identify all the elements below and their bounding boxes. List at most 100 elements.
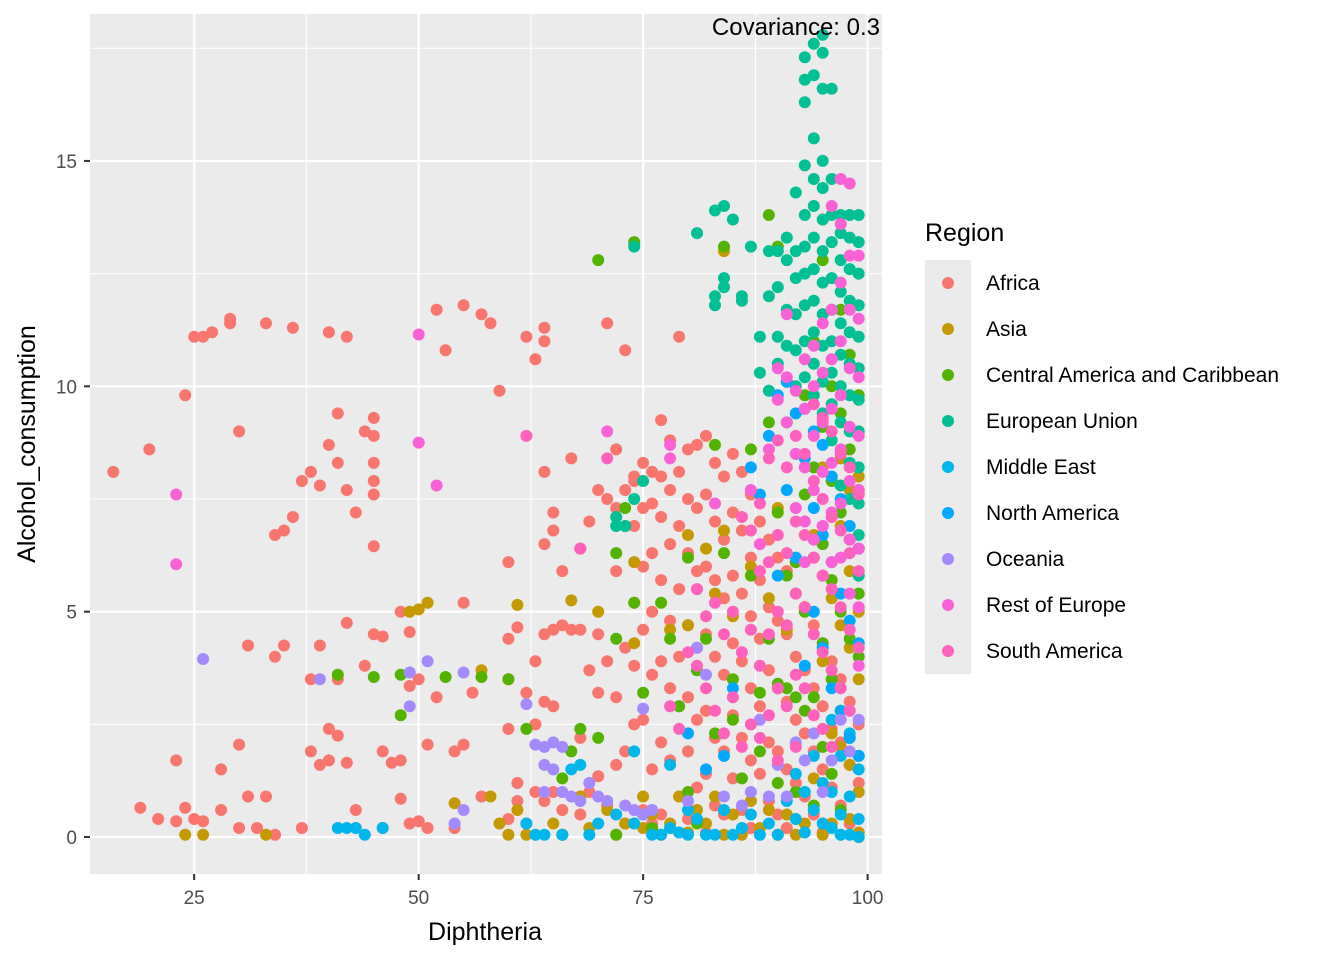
data-point-oceania [691,641,703,654]
data-point-asia [834,619,847,632]
data-point-south-america [834,524,847,537]
data-point-oceania [700,668,712,681]
data-point-oceania [197,653,210,665]
data-point-africa [709,650,721,663]
x-axis-title: Diphtheria [428,918,542,946]
data-point-africa [646,605,659,618]
data-point-africa [367,429,380,442]
data-point-oceania [583,777,596,789]
data-point-oceania [718,790,730,803]
data-point-south-america [789,668,802,681]
data-point-south-america [691,583,703,596]
data-point-africa [852,777,865,789]
data-point-south-america [825,583,838,596]
data-point-central-america-and-caribbean [610,632,623,645]
data-point-european-union [852,267,865,280]
data-point-africa [529,655,542,668]
data-point-africa [134,801,147,814]
data-point-rest-of-europe [807,429,820,442]
data-point-european-union [834,209,847,221]
data-point-africa [170,754,183,767]
data-point-central-america-and-caribbean [816,740,829,753]
data-point-european-union [852,330,865,343]
data-point-north-america [726,682,739,695]
data-point-central-america-and-caribbean [592,254,605,267]
data-point-africa [682,745,694,758]
data-point-rest-of-europe [843,249,856,262]
data-point-european-union [807,37,820,50]
data-point-oceania [798,754,811,767]
data-point-south-america [673,722,686,735]
data-point-european-union [619,520,632,532]
data-point-south-america [718,727,730,740]
data-point-africa [529,786,542,798]
data-point-european-union [762,290,775,303]
data-point-africa [762,736,775,749]
data-point-south-america [735,646,748,659]
data-point-rest-of-europe [780,371,793,384]
data-point-oceania [762,790,775,803]
data-point-asia [798,817,811,830]
data-point-africa [628,718,641,731]
data-point-africa [655,655,668,668]
data-point-africa [260,790,272,803]
data-point-middle-east [583,828,596,841]
data-point-south-america [780,461,793,474]
data-point-central-america-and-caribbean [637,686,650,699]
data-point-south-america [718,628,730,641]
data-point-european-union [816,82,829,95]
data-point-africa [143,443,156,456]
data-point-european-union [816,154,829,167]
data-point-european-union [798,96,811,109]
data-point-european-union [834,416,847,429]
data-point-oceania [780,790,793,803]
data-point-middle-east [816,777,829,789]
data-point-rest-of-europe [843,420,856,433]
data-point-africa [718,470,730,483]
data-point-oceania [457,666,470,679]
data-point-africa [511,621,524,634]
data-point-central-america-and-caribbean [744,569,757,582]
data-point-central-america-and-caribbean [771,506,784,519]
data-point-north-america [834,587,847,600]
data-point-oceania [574,795,587,807]
data-point-africa [269,529,281,541]
data-point-asia [825,592,838,605]
data-point-european-union [834,254,847,267]
data-point-european-union [789,272,802,285]
data-point-oceania [538,786,551,798]
data-point-africa [592,628,605,641]
data-point-africa [286,321,299,334]
data-point-africa [771,614,784,627]
data-point-asia [700,542,712,555]
data-point-africa [286,511,299,523]
data-point-asia [852,673,865,686]
data-point-european-union [780,339,793,352]
data-point-european-union [825,209,838,221]
data-point-africa [538,321,551,334]
data-point-africa [691,502,703,514]
data-point-africa [664,484,677,496]
data-point-africa [646,668,659,681]
data-point-european-union [771,245,784,258]
data-point-africa [233,822,246,834]
data-point-south-america [744,524,757,537]
data-point-africa [637,623,650,636]
data-point-european-union [798,299,811,312]
data-point-africa [439,344,452,357]
plot-panel [90,14,882,874]
data-point-asia [179,828,192,841]
legend-label-south-america: South America [986,640,1123,663]
data-point-european-union [816,213,829,226]
data-point-africa [619,745,632,758]
data-point-north-america [843,731,856,744]
data-point-africa [682,813,694,825]
data-point-middle-east [789,813,802,825]
data-point-north-america [825,682,838,695]
data-point-north-america [825,470,838,483]
data-point-africa [260,317,272,330]
data-point-european-union [807,173,820,185]
data-point-africa [574,808,587,821]
data-point-africa [789,713,802,726]
data-point-africa [538,465,551,478]
